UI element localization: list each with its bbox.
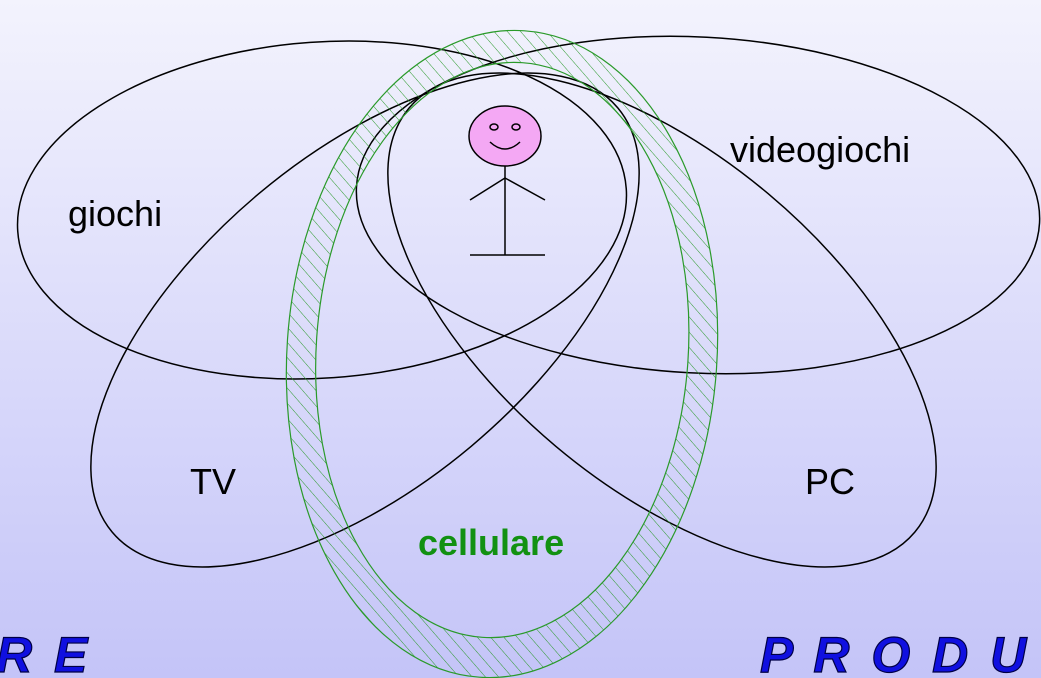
label-pc: PC	[805, 461, 855, 502]
label-giochi: giochi	[68, 193, 162, 234]
label-videogiochi: videogiochi	[730, 129, 910, 170]
diagram: giochi videogiochi TV PC cellulare R E P…	[0, 0, 1041, 678]
footer-right: P R O D U	[760, 627, 1030, 678]
label-tv: TV	[190, 461, 236, 502]
background	[0, 0, 1041, 678]
label-cellulare: cellulare	[418, 522, 564, 563]
page: {"labels": {"giochi": "giochi", "videogi…	[0, 0, 1041, 678]
footer-left: R E	[0, 627, 91, 678]
